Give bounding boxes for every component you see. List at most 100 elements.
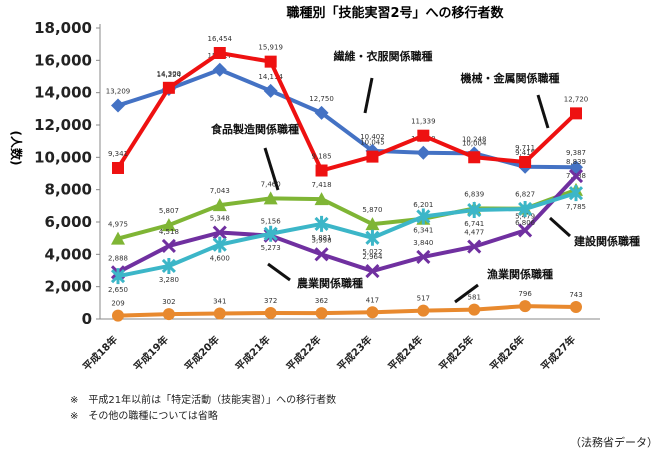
series-line bbox=[117, 174, 578, 275]
data-point bbox=[468, 303, 481, 316]
data-point bbox=[161, 218, 176, 232]
data-point bbox=[314, 215, 329, 232]
axes bbox=[96, 24, 600, 320]
data-point bbox=[518, 223, 533, 238]
y-tick-label: 4,000 bbox=[45, 245, 92, 263]
data-label: 3,998 bbox=[312, 236, 332, 244]
x-tick-label: 平成21年 bbox=[233, 333, 273, 373]
data-point bbox=[366, 150, 379, 163]
x-tick-label: 平成27年 bbox=[538, 333, 578, 373]
y-tick-label: 14,000 bbox=[34, 84, 92, 102]
data-label: 7,418 bbox=[312, 181, 332, 189]
data-point bbox=[314, 192, 329, 206]
x-tick-label: 平成26年 bbox=[487, 333, 527, 373]
y-tick-label: 8,000 bbox=[45, 181, 92, 199]
series-name-label: 機械・金属関係職種 bbox=[461, 71, 560, 85]
data-point bbox=[568, 169, 584, 184]
annotation-arrow bbox=[454, 283, 479, 304]
data-point bbox=[111, 98, 125, 113]
data-point bbox=[365, 229, 380, 246]
data-label: 341 bbox=[213, 297, 226, 305]
data-label: 302 bbox=[162, 298, 175, 306]
data-point bbox=[519, 156, 532, 169]
data-point bbox=[263, 191, 278, 205]
y-tick-label: 12,000 bbox=[34, 116, 92, 134]
series-name-label: 漁業関係職種 bbox=[487, 267, 553, 281]
data-label: 14,300 bbox=[157, 70, 182, 78]
data-label: 8,839 bbox=[566, 158, 586, 166]
data-point bbox=[416, 249, 431, 264]
data-label: 10,045 bbox=[360, 139, 385, 147]
data-point bbox=[213, 307, 226, 320]
data-label: 2,964 bbox=[362, 253, 383, 261]
data-point bbox=[162, 81, 175, 94]
data-point bbox=[416, 208, 431, 225]
data-label: 16,454 bbox=[208, 35, 233, 43]
data-point bbox=[417, 129, 430, 142]
series-name-label: 繊維・衣服関係職種 bbox=[334, 49, 433, 63]
data-label: 9,415 bbox=[515, 149, 535, 157]
footnote-2: ※ その他の職種については省略 bbox=[70, 411, 218, 422]
data-point bbox=[366, 306, 379, 319]
x-tick-label: 平成20年 bbox=[182, 333, 222, 373]
data-point bbox=[161, 257, 176, 274]
data-label: 6,741 bbox=[464, 220, 484, 228]
series-2: 9,341 14,300 16,454 15,919 9,185 10,045 11,339… bbox=[108, 35, 588, 177]
y-tick-label: 0 bbox=[82, 310, 92, 328]
series-line bbox=[116, 50, 578, 173]
data-label: 5,022 bbox=[362, 248, 382, 256]
data-point bbox=[264, 55, 277, 68]
data-point bbox=[365, 264, 380, 279]
data-point bbox=[213, 46, 226, 59]
data-point bbox=[315, 307, 328, 320]
data-label: 4,600 bbox=[210, 255, 230, 263]
data-label: 362 bbox=[315, 297, 328, 305]
series-name-label: 食品製造関係職種 bbox=[211, 122, 299, 136]
data-point bbox=[518, 200, 533, 217]
data-point bbox=[314, 247, 329, 262]
data-label: 12,750 bbox=[309, 95, 334, 103]
data-label: 13,209 bbox=[106, 87, 131, 95]
y-axis-label: (人数) bbox=[9, 131, 24, 166]
x-tick-label: 平成24年 bbox=[385, 333, 425, 373]
data-point bbox=[315, 164, 328, 177]
annotation-arrow bbox=[548, 216, 572, 238]
data-label: 9,185 bbox=[312, 153, 332, 161]
series-line bbox=[117, 191, 577, 279]
annotation-arrow bbox=[363, 77, 374, 114]
data-label: 11,339 bbox=[411, 118, 436, 126]
data-point bbox=[570, 300, 582, 313]
data-label: 581 bbox=[468, 294, 481, 302]
data-point bbox=[519, 300, 532, 313]
data-label: 209 bbox=[111, 300, 124, 308]
data-label: 9,711 bbox=[515, 144, 535, 152]
data-point bbox=[264, 306, 277, 319]
data-label: 6,806 bbox=[515, 219, 536, 227]
data-label: 796 bbox=[518, 290, 532, 298]
data-point bbox=[570, 107, 582, 120]
data-point bbox=[417, 304, 430, 317]
data-label: 10,402 bbox=[360, 133, 385, 141]
data-point bbox=[212, 225, 227, 240]
data-point bbox=[212, 236, 227, 253]
data-label: 4,975 bbox=[108, 221, 128, 229]
series-line bbox=[117, 304, 577, 318]
data-point bbox=[416, 145, 431, 160]
data-point bbox=[263, 225, 278, 242]
y-tick-label: 6,000 bbox=[45, 213, 92, 231]
x-tick-label: 平成25年 bbox=[436, 333, 476, 373]
data-label: 5,273 bbox=[261, 244, 281, 252]
x-tick-label: 平成23年 bbox=[334, 333, 374, 373]
data-point bbox=[161, 238, 176, 254]
x-tick-labels: 平成18年 平成19年 平成20年 平成21年 平成22年 平成23年 平成24年 平成25年… bbox=[80, 333, 578, 373]
data-point bbox=[468, 151, 481, 164]
data-label: 15,919 bbox=[258, 44, 283, 52]
data-label: 517 bbox=[417, 295, 430, 303]
chart-title: 職種別「技能実習2号」への移行者数 bbox=[286, 5, 504, 21]
data-label: 6,839 bbox=[464, 190, 484, 198]
data-point bbox=[365, 217, 380, 231]
data-label: 10,004 bbox=[462, 139, 487, 147]
data-point bbox=[263, 83, 278, 98]
